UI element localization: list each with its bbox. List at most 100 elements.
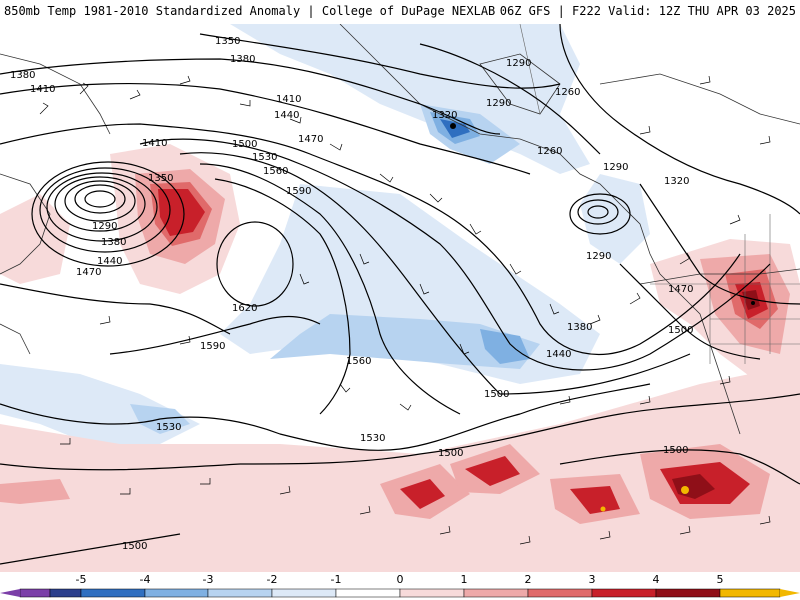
- wind-barb: [629, 292, 641, 305]
- coastline: [639, 268, 800, 285]
- contour-line: [559, 449, 800, 485]
- contour-line: [0, 383, 651, 451]
- wind-barb: [379, 173, 394, 183]
- anomaly-map: 1350 1380 1380 1410 1410 1440 1470 1410 …: [0, 24, 800, 572]
- wind-barb: [509, 263, 522, 275]
- wind-barb: [359, 505, 371, 515]
- positive-anomaly-region: [158, 189, 205, 236]
- color-scale-segment: [49, 588, 82, 598]
- contour-label: 1410: [142, 138, 167, 149]
- scale-tick: -2: [266, 573, 278, 586]
- wind-barb: [179, 75, 191, 85]
- color-scale-segment: [207, 588, 273, 598]
- contour-label: 1380: [567, 322, 592, 333]
- positive-anomaly-region: [0, 194, 70, 284]
- color-scale-segment: [463, 588, 529, 598]
- color-scale-ticks: -5 -4 -3 -2 -1 0 1 2 3 4 5: [0, 572, 800, 586]
- wind-barb: [99, 315, 111, 325]
- map-header: 850mb Temp 1981-2010 Standardized Anomal…: [0, 0, 800, 24]
- wind-barb: [759, 135, 771, 145]
- wind-barb: [299, 273, 310, 285]
- contour-line: [109, 315, 321, 355]
- contour-line: [0, 58, 501, 135]
- contour-line: [199, 163, 461, 415]
- contour-line: [74, 184, 126, 214]
- coastline: [339, 24, 741, 435]
- contour-line: [569, 193, 631, 235]
- wind-barb: [639, 125, 651, 135]
- contour-label: 1350: [215, 36, 240, 47]
- contour-line: [139, 138, 771, 371]
- wind-barb: [79, 82, 89, 95]
- contour-line: [31, 161, 185, 267]
- negative-anomaly-fills: [0, 24, 650, 444]
- scale-tick: 4: [652, 573, 660, 586]
- wind-barb: [699, 75, 711, 85]
- wind-barb: [179, 335, 191, 345]
- negative-anomaly-region: [270, 314, 540, 369]
- wind-barbs: [39, 75, 771, 545]
- color-scale-segment: [655, 588, 721, 598]
- contour-label: 1530: [360, 433, 385, 444]
- low-centers: [450, 123, 755, 305]
- wind-barb: [519, 535, 531, 545]
- contour-line: [577, 199, 619, 225]
- negative-anomaly-region: [440, 119, 470, 138]
- positive-anomaly-region: [742, 290, 760, 310]
- wind-barb: [359, 253, 370, 265]
- scale-tick: 0: [396, 573, 404, 586]
- color-scale-segment: [271, 588, 337, 598]
- contour-label: 1320: [664, 176, 689, 187]
- wind-barb: [589, 314, 601, 325]
- contour-label: 1530: [252, 152, 277, 163]
- contour-label: 1320: [432, 110, 457, 121]
- contour-label: 1500: [122, 541, 147, 552]
- wind-barb: [559, 395, 571, 405]
- contour-label: 1380: [10, 70, 35, 81]
- map-title: 850mb Temp 1981-2010 Standardized Anomal…: [4, 4, 496, 18]
- contour-label: 1470: [76, 267, 101, 278]
- scale-tick: 1: [460, 573, 468, 586]
- color-scale-segment: [80, 588, 146, 598]
- contour-line: [39, 167, 171, 253]
- wind-barb: [329, 143, 343, 151]
- contour-label: 1500: [438, 448, 463, 459]
- positive-anomaly-region: [400, 479, 445, 509]
- contour-line: [179, 152, 691, 395]
- wind-barb: [289, 116, 302, 124]
- wind-barb: [679, 252, 691, 265]
- contour-label: 1470: [298, 134, 323, 145]
- positive-anomaly-region: [0, 479, 70, 504]
- positive-anomaly-max: [600, 506, 606, 512]
- wind-barb: [60, 438, 71, 445]
- contour-line: [587, 205, 609, 219]
- contour-label: 1410: [276, 94, 301, 105]
- contour-label: 1290: [92, 221, 117, 232]
- contour-label: 1530: [156, 422, 181, 433]
- wind-barb: [719, 375, 731, 385]
- scale-tick: -5: [75, 573, 87, 586]
- color-scale-bar: -5 -4 -3 -2 -1 0 1 2 3 4 5: [0, 572, 800, 600]
- contour-label: 1620: [232, 303, 257, 314]
- wind-barb: [120, 488, 131, 495]
- scale-tick: -1: [330, 573, 342, 586]
- color-scale-segment: [527, 588, 593, 598]
- wind-barb: [639, 395, 651, 405]
- contour-line: [0, 283, 231, 335]
- wind-barb: [549, 303, 560, 315]
- contour-line: [84, 190, 116, 208]
- contour-label: 1290: [486, 98, 511, 109]
- contour-label: 1260: [537, 146, 562, 157]
- coastline: [0, 173, 51, 275]
- scale-tick: 5: [716, 573, 724, 586]
- color-scale-segment: [144, 588, 209, 598]
- contour-line: [64, 180, 136, 222]
- contour-line: [216, 221, 294, 307]
- contour-label: 1560: [346, 356, 371, 367]
- contour-line: [54, 176, 146, 232]
- contour-label: 1560: [263, 166, 288, 177]
- contour-label: 1470: [668, 284, 693, 295]
- coastline: [599, 73, 800, 125]
- contour-line: [559, 24, 800, 215]
